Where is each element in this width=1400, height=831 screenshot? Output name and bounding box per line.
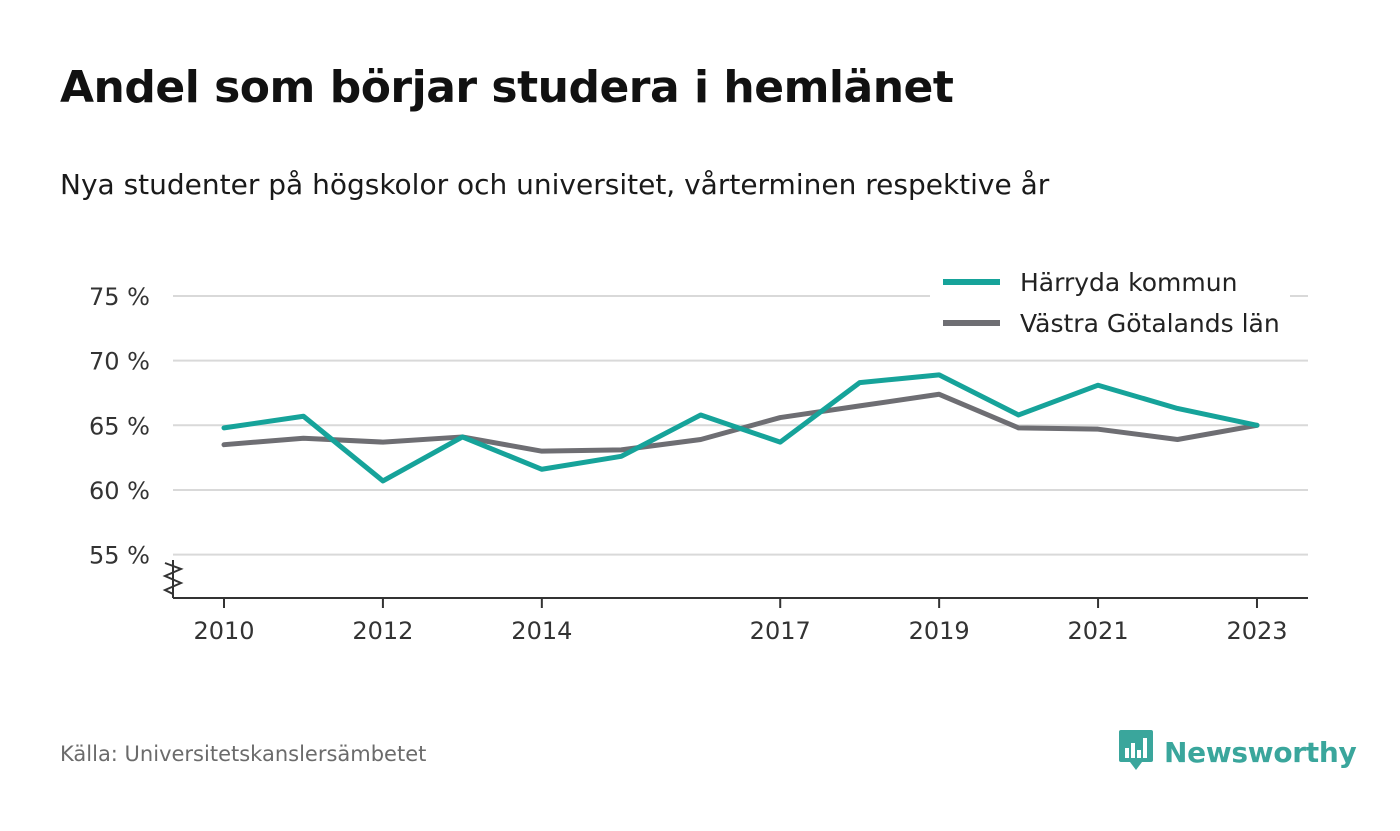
- series-lines: [221, 372, 1260, 484]
- chart-title: Andel som börjar studera i hemlänet: [60, 62, 954, 113]
- series-line-0: [221, 372, 1260, 484]
- x-tick-label: 2021: [1068, 617, 1129, 645]
- legend-label: Västra Götalands län: [1020, 309, 1280, 338]
- y-tick-label: 75 %: [89, 283, 150, 311]
- y-tick-label: 70 %: [89, 348, 150, 376]
- y-tick-label: 65 %: [89, 412, 150, 440]
- x-tick-label: 2010: [193, 617, 254, 645]
- x-tick-label: 2017: [750, 617, 811, 645]
- source-note: Källa: Universitetskanslersämbetet: [60, 742, 427, 766]
- brand-logo[interactable]: Newsworthy: [1118, 728, 1357, 776]
- x-axis: 2010 2012 2014 2017 2019 2021 2023: [162, 560, 1308, 645]
- x-tick-label: 2014: [511, 617, 572, 645]
- brand-name: Newsworthy: [1164, 735, 1357, 769]
- legend: Härryda kommun Västra Götalands län: [930, 262, 1290, 348]
- legend-background: [930, 262, 1290, 348]
- line-chart: 75 %70 %65 %60 %55 % 2010 2012 2014 2017 201…: [89, 262, 1308, 645]
- chart-subtitle: Nya studenter på högskolor och universit…: [60, 168, 1050, 201]
- grid-lines: [173, 295, 1308, 556]
- y-axis-tick-labels: 75 % 70 % 65 % 60 % 55 %: [89, 283, 150, 570]
- y-tick-label: 60 %: [89, 477, 150, 505]
- series-line-1: [221, 391, 1260, 454]
- x-tick-label: 2023: [1226, 617, 1287, 645]
- legend-label: Härryda kommun: [1020, 268, 1237, 297]
- axis-break-marker: [162, 562, 184, 595]
- x-tick-label: 2012: [352, 617, 413, 645]
- x-tick-label: 2019: [909, 617, 970, 645]
- bar-chart-speech-bubble-icon: [1118, 728, 1154, 776]
- y-tick-label: 55 %: [89, 542, 150, 570]
